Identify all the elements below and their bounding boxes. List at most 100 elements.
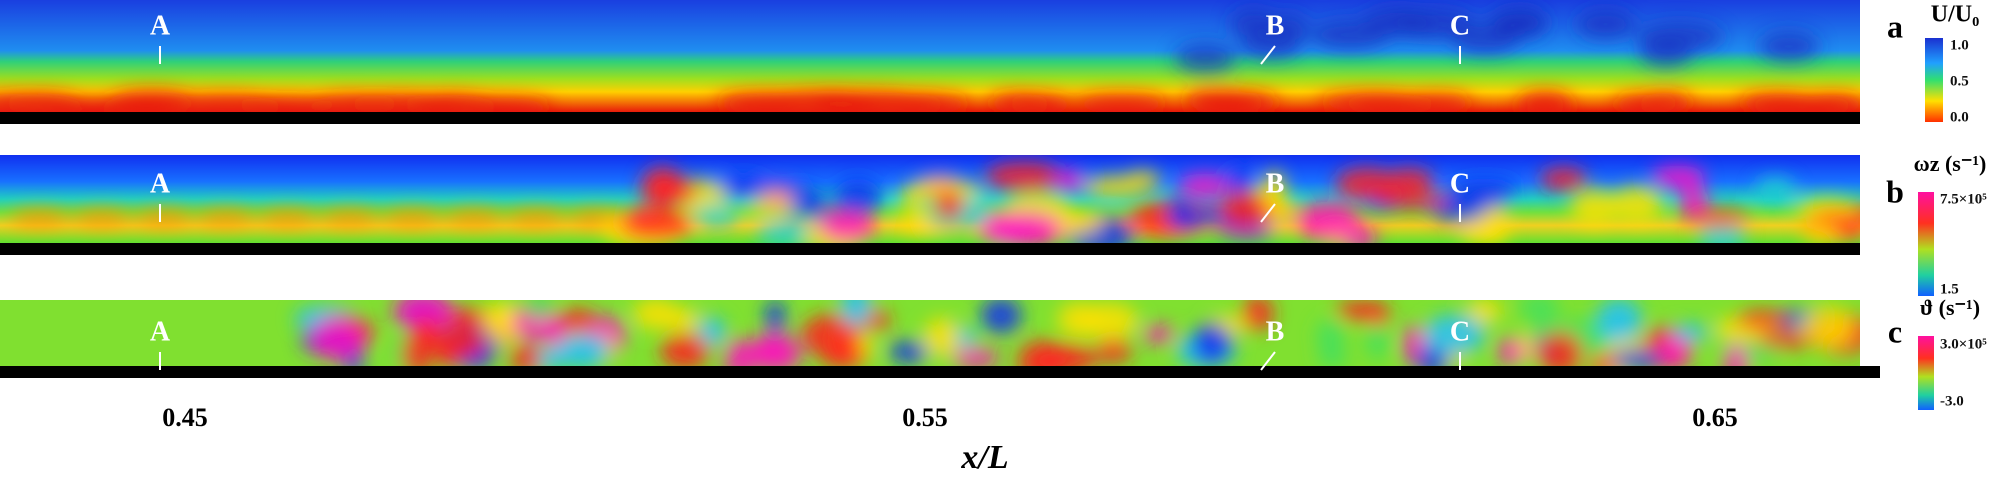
- blob: [1174, 42, 1237, 73]
- blob: [1362, 6, 1433, 37]
- panel-label: c: [1888, 313, 1902, 349]
- blob: [1317, 347, 1348, 366]
- marker-label: C: [1450, 168, 1470, 199]
- marker-label: A: [150, 10, 171, 41]
- blob: [619, 207, 692, 240]
- blob: [1168, 193, 1194, 229]
- blob: [748, 337, 792, 357]
- wall: [0, 243, 1860, 255]
- blob: [1540, 167, 1587, 191]
- blob: [1802, 222, 1840, 243]
- blob: [134, 209, 194, 227]
- blob: [756, 219, 818, 243]
- blob: [320, 209, 380, 227]
- colorbar-title: ωz (s⁻¹): [1914, 151, 1987, 176]
- blob: [833, 178, 882, 217]
- blob: [309, 319, 366, 361]
- blob: [904, 179, 982, 202]
- blob: [441, 307, 497, 328]
- blob: [1054, 170, 1087, 191]
- marker-label: A: [150, 168, 171, 199]
- blob: [1196, 98, 1261, 112]
- blob: [1453, 178, 1518, 198]
- blob: [10, 209, 70, 227]
- blob: [819, 211, 876, 242]
- blob: [1192, 322, 1232, 365]
- marker-label: B: [1266, 316, 1285, 347]
- blob: [1459, 218, 1507, 243]
- field-texture: [10, 162, 1860, 243]
- blob: [934, 191, 964, 220]
- blob: [1452, 23, 1520, 54]
- blob: [382, 209, 442, 227]
- blob: [258, 209, 318, 227]
- blob: [452, 97, 554, 112]
- blob: [1596, 300, 1643, 343]
- blob: [429, 326, 487, 360]
- blob: [0, 93, 56, 112]
- blob: [1366, 321, 1389, 360]
- blob: [1735, 310, 1789, 330]
- blob: [1384, 168, 1434, 194]
- blob: [1124, 170, 1161, 191]
- blob: [640, 174, 697, 206]
- blob: [1610, 186, 1664, 224]
- blob: [1096, 338, 1132, 363]
- x-tick-label: 0.65: [1692, 403, 1738, 432]
- colorbar-title: U/U₀: [1931, 2, 1980, 28]
- blob: [694, 204, 740, 228]
- colorbar-tick-label: 1.5: [1940, 281, 1959, 297]
- colorbar-tick-label: 7.5×10⁵: [1940, 191, 1987, 207]
- blob: [746, 196, 795, 218]
- colorbar: [1918, 336, 1934, 410]
- blob: [1754, 177, 1796, 203]
- blob: [1758, 31, 1820, 62]
- blob: [800, 314, 861, 358]
- colorbar-tick-label: 3.0×10⁵: [1940, 336, 1987, 352]
- blob: [1377, 191, 1449, 210]
- blob: [840, 300, 872, 327]
- colorbar-tick-label: -3.0: [1940, 393, 1964, 409]
- blob: [1610, 349, 1664, 366]
- colorbar-tick-label: 0.5: [1950, 73, 1969, 89]
- blob: [1518, 300, 1560, 319]
- blob: [1317, 92, 1425, 112]
- blob: [1467, 300, 1502, 323]
- blob: [984, 211, 1064, 243]
- marker-arrow: [1260, 45, 1276, 65]
- wall: [0, 112, 1860, 124]
- blob: [985, 162, 1064, 191]
- marker-arrow: [1260, 203, 1276, 223]
- blob: [72, 209, 132, 227]
- blob: [482, 303, 520, 328]
- x-axis-label: x/L: [960, 439, 1008, 476]
- blob: [951, 347, 999, 366]
- blob: [556, 333, 610, 366]
- marker-arrow: [1260, 351, 1276, 371]
- blob: [557, 308, 599, 335]
- panel-label: b: [1886, 173, 1904, 209]
- marker-label: C: [1450, 10, 1470, 41]
- blob: [1651, 165, 1706, 189]
- blob: [698, 316, 726, 347]
- blob: [632, 300, 679, 330]
- blob: [725, 338, 754, 366]
- marker-label: B: [1266, 168, 1285, 199]
- blob: [1801, 306, 1854, 348]
- blob: [1034, 344, 1098, 366]
- blob: [1219, 190, 1273, 229]
- blob: [1671, 323, 1709, 343]
- blob: [660, 333, 710, 366]
- blob: [1179, 173, 1231, 197]
- colorbar-title: ϑ (s⁻¹): [1920, 295, 1980, 320]
- blob: [510, 343, 542, 366]
- blob: [923, 317, 960, 357]
- blob: [1515, 98, 1575, 112]
- field-texture: [294, 300, 1860, 366]
- colorbar-tick-label: 0.0: [1950, 109, 1969, 125]
- blob: [1423, 314, 1486, 355]
- blob: [354, 93, 446, 112]
- blob: [718, 174, 770, 197]
- blob: [1229, 8, 1279, 39]
